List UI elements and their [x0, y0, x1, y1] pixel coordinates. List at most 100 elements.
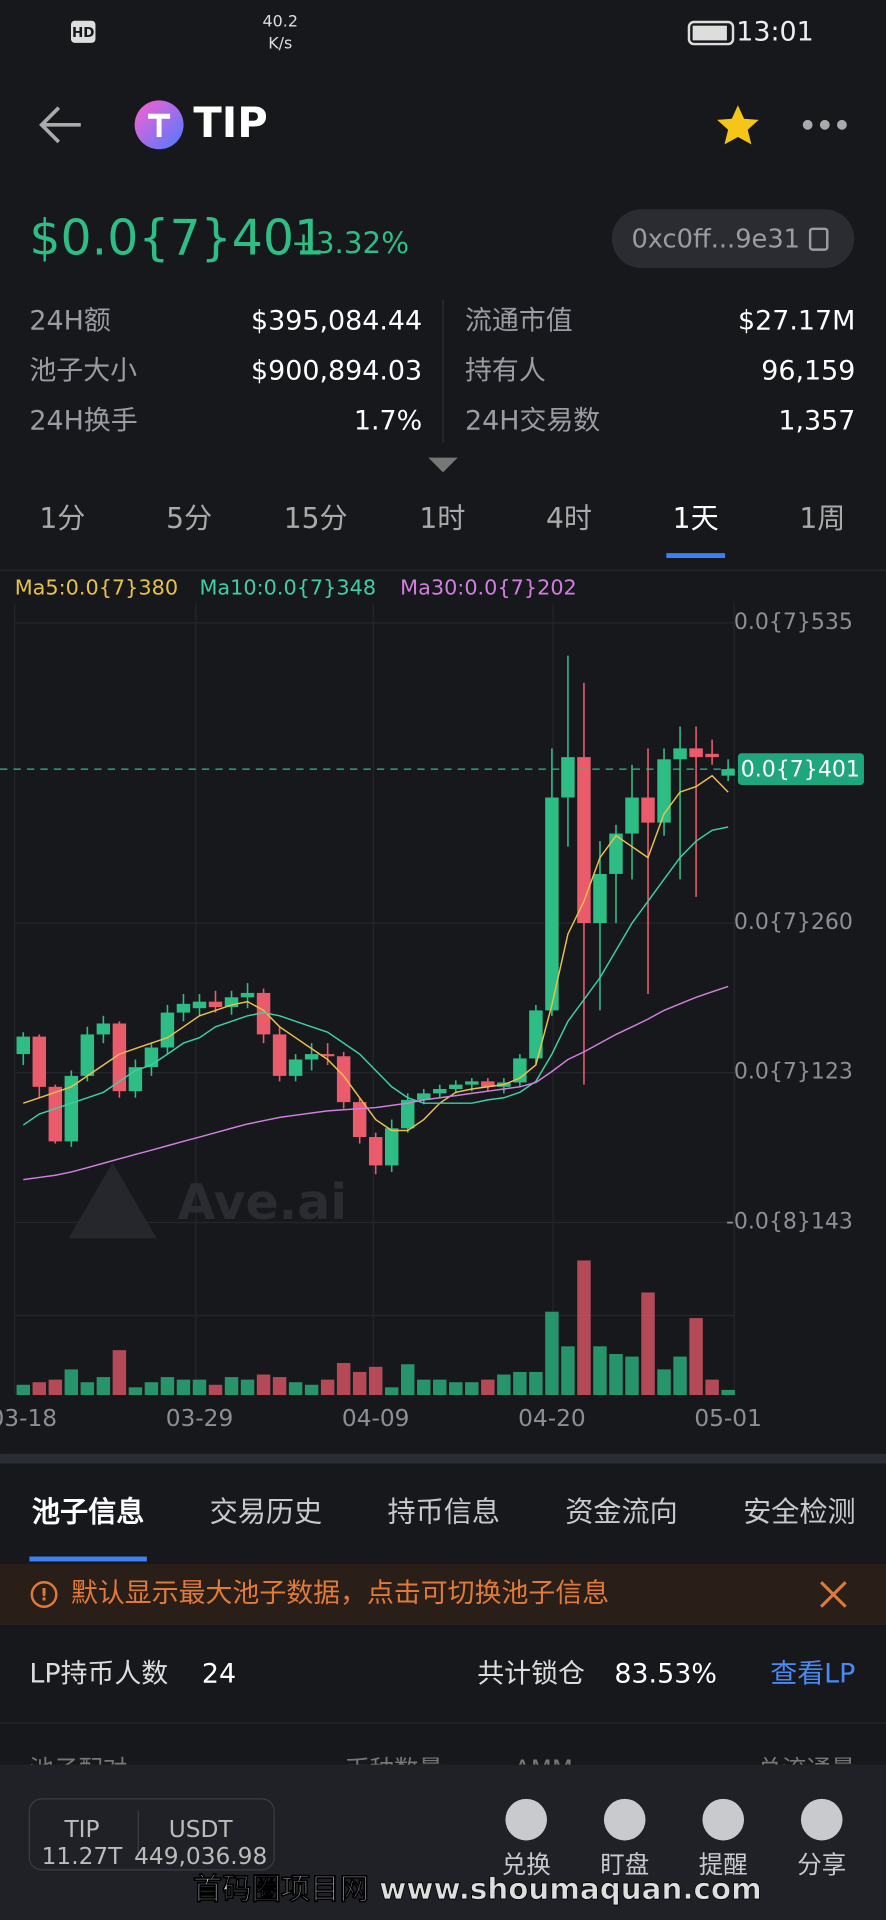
action-icon[interactable] — [800, 1798, 843, 1841]
section-tab[interactable]: 安全检测 — [743, 1496, 856, 1529]
price: $0.0{7}401 — [29, 210, 325, 267]
more-dot[interactable] — [802, 119, 813, 130]
candle-body — [545, 797, 559, 1011]
view-lp-link[interactable]: 查看LP — [770, 1659, 855, 1690]
notice-icon-mark: ! — [40, 1586, 48, 1606]
candle-body — [481, 1081, 495, 1087]
candle-body — [433, 1088, 447, 1094]
net-speed: 40.2 — [263, 12, 298, 31]
candle-body — [529, 1010, 543, 1059]
ma-line — [22, 826, 729, 1126]
volume-bar — [705, 1379, 719, 1396]
pair-box[interactable] — [28, 1798, 275, 1871]
token-logo-mark — [148, 113, 171, 138]
timeframe-tab[interactable]: 1时 — [419, 502, 465, 535]
candle-body — [561, 757, 575, 798]
net-unit: K/s — [268, 34, 292, 53]
stat-label: 流通市值 — [465, 305, 573, 336]
section-tab[interactable]: 资金流向 — [565, 1496, 678, 1529]
y-tick-label: 0.0{7}123 — [734, 1060, 853, 1085]
candle-body — [593, 873, 607, 924]
stat-value: $900,894.03 — [251, 356, 422, 387]
candle-body — [705, 753, 719, 758]
volume-bar — [689, 1318, 703, 1396]
timeframe-tab[interactable]: 15分 — [284, 502, 348, 535]
tabs: 池子信息 交易历史 持币信息 资金流向 安全检测 — [29, 1496, 856, 1562]
pair-base: TIP — [63, 1816, 99, 1843]
ma-line — [23, 985, 729, 1181]
volume-bar — [577, 1260, 591, 1396]
timeframe-tab[interactable]: 1天 — [673, 502, 719, 535]
volume-bar — [80, 1382, 95, 1396]
candle-body — [417, 1093, 431, 1100]
candle-body — [320, 1054, 335, 1057]
section-tab[interactable]: 池子信息 — [32, 1496, 145, 1529]
volume-bar — [641, 1292, 655, 1396]
timeframe-tab[interactable]: 4时 — [546, 502, 592, 535]
timeframes: 1分 5分 15分 1时 4时 1天 1周 — [39, 502, 845, 559]
candle-body — [368, 1137, 383, 1166]
expand-arrow[interactable] — [428, 457, 458, 473]
copy-icon[interactable] — [808, 227, 829, 251]
notice-bar[interactable] — [0, 1563, 886, 1626]
candle-body — [48, 1086, 63, 1142]
address-pill[interactable] — [611, 209, 855, 268]
candle-body — [384, 1128, 399, 1166]
action-icon[interactable] — [505, 1798, 548, 1841]
section-tab[interactable]: 交易历史 — [210, 1496, 323, 1529]
volume-bar — [609, 1354, 623, 1396]
action-icon[interactable] — [603, 1798, 646, 1841]
stat-label: 24H交易数 — [465, 406, 600, 437]
favorite-star[interactable] — [717, 105, 759, 145]
volume-bar — [625, 1356, 639, 1396]
timeframe-tab[interactable]: 5分 — [166, 502, 212, 535]
tab-underline — [29, 1556, 147, 1562]
x-tick-label: 03-29 — [166, 1405, 234, 1432]
lock-label: 共计锁仓 — [477, 1659, 585, 1690]
volume-bar — [320, 1379, 335, 1396]
stat-value: 1.7% — [354, 406, 422, 437]
candle-body — [96, 1023, 111, 1035]
candle-body — [288, 1059, 303, 1076]
volume-bar — [529, 1371, 543, 1396]
more-dot[interactable] — [837, 119, 847, 130]
volume-bar — [352, 1371, 367, 1396]
action-label[interactable]: 提醒 — [699, 1850, 748, 1879]
price-change: +3.32% — [291, 226, 409, 260]
candle-body — [641, 797, 655, 823]
pair-base-amount: 11.27T — [42, 1843, 124, 1870]
notice-close[interactable] — [820, 1581, 847, 1608]
notice-icon — [30, 1581, 58, 1608]
candle-body — [673, 748, 687, 760]
pair-quote-amount: 449,036.98 — [134, 1843, 267, 1870]
action-label[interactable]: 盯盘 — [600, 1850, 649, 1879]
section-tab[interactable]: 持币信息 — [387, 1496, 500, 1529]
candle-body — [465, 1081, 479, 1085]
y-tick-label: 0.0{7}260 — [734, 910, 853, 935]
candle-body — [160, 1012, 175, 1048]
volume-bar — [176, 1379, 191, 1396]
volume-bar — [513, 1371, 527, 1396]
y-tick-label: 0.0{7}535 — [734, 610, 853, 635]
volume-bar — [481, 1379, 495, 1396]
candle-body — [657, 759, 671, 823]
stat-label: 持有人 — [465, 356, 546, 387]
action-label[interactable]: 分享 — [797, 1850, 846, 1879]
back-button[interactable] — [39, 106, 81, 144]
action-icon[interactable] — [702, 1798, 745, 1841]
volume-bar — [657, 1369, 671, 1396]
candle-body — [256, 992, 271, 1035]
volume-bar — [96, 1377, 111, 1396]
volume-bar — [144, 1382, 159, 1396]
candle-body — [625, 797, 639, 834]
battery — [687, 20, 735, 46]
action-label[interactable]: 兑换 — [502, 1850, 551, 1879]
timeframe-tab[interactable]: 1周 — [799, 502, 845, 535]
stat-value: 1,357 — [778, 406, 855, 437]
timeframe-tab[interactable]: 1分 — [39, 502, 85, 535]
volume-bar — [384, 1387, 399, 1396]
more-dot[interactable] — [819, 119, 830, 130]
candle-body — [609, 833, 623, 874]
